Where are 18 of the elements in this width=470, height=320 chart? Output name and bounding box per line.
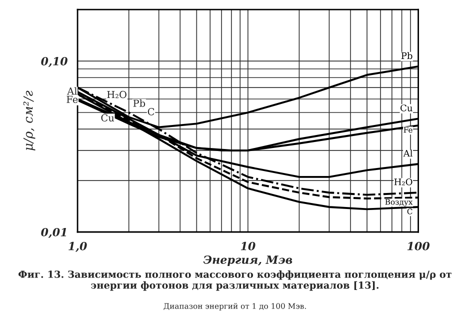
series-label: Al	[403, 150, 412, 157]
annotation: Pb	[133, 99, 146, 107]
series-label: H₂O	[394, 178, 412, 186]
annotation: H₂O	[107, 90, 126, 98]
x-tick-label: 100	[407, 242, 430, 250]
x-axis-title: Энергия, Мэв	[203, 255, 292, 266]
text: Фиг. 13. Зависимость полного массового коэффициента поглощения μ/ρ от энергии фотонов для различных материалов [13].	[18, 270, 452, 291]
annotation: Fe	[66, 96, 78, 104]
series-label: Pb	[401, 52, 412, 60]
x-tick-label: 10	[240, 242, 256, 250]
annotation: Cu	[101, 114, 114, 122]
y-axis-title: μ/ρ, см²/г	[23, 90, 36, 151]
series-label: Cu	[400, 104, 412, 112]
annotation: Al	[67, 87, 77, 95]
x-tick-label: 1,0	[68, 242, 87, 252]
y-tick-label: 0,01	[41, 228, 66, 238]
annotation: C	[148, 108, 154, 116]
y-tick-label: 0,10	[41, 57, 68, 68]
